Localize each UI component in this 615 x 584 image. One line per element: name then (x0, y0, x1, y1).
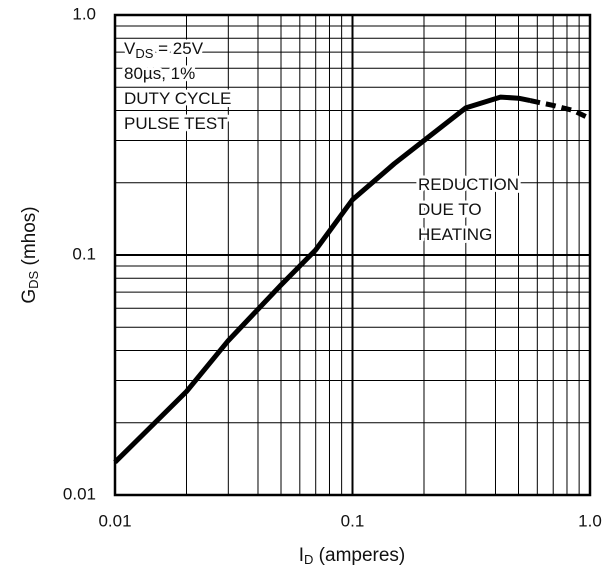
curve (529, 98, 592, 121)
annotation: HEATING (418, 225, 492, 244)
x-tick-label: 1.0 (578, 511, 602, 530)
annotation: PULSE TEST (124, 114, 228, 133)
annotation-main: REDUCTION (418, 175, 519, 194)
annotation: 80µs, 1% (124, 64, 195, 83)
y-axis-label-rest: (mhos) (19, 206, 40, 270)
x-tick-label: 0.1 (341, 511, 365, 530)
annotation: VDS = 25V (124, 39, 204, 61)
x-axis-label-sub: D (304, 552, 313, 567)
y-axis-label: GDS (mhos) (19, 206, 41, 303)
annotation-main: 80µs, 1% (124, 64, 195, 83)
annotation-sub: DS (135, 46, 153, 61)
annotation-rest: = 25V (153, 39, 203, 58)
x-tick-label: 0.01 (98, 511, 131, 530)
annotation-main: HEATING (418, 225, 492, 244)
y-axis-label-sub: DS (26, 270, 41, 288)
annotation: DUE TO (418, 200, 482, 219)
curve (113, 94, 531, 464)
x-axis-label-main: I (299, 545, 304, 566)
y-axis-label-main: G (19, 289, 40, 304)
annotation-main: DUTY CYCLE (124, 89, 231, 108)
plot-frame (113, 13, 592, 497)
annotation: DUTY CYCLE (124, 89, 231, 108)
y-tick-label: 1.0 (72, 4, 96, 23)
x-axis-label-rest: (amperes) (313, 545, 405, 566)
annotation: REDUCTION (418, 175, 519, 194)
y-tick-label: 0.01 (63, 484, 96, 503)
x-axis-label: ID (amperes) (299, 545, 406, 567)
y-tick-label: 0.1 (72, 244, 96, 263)
annotation-main: V (124, 39, 136, 58)
annotation-main: DUE TO (418, 200, 482, 219)
annotation-main: PULSE TEST (124, 114, 228, 133)
